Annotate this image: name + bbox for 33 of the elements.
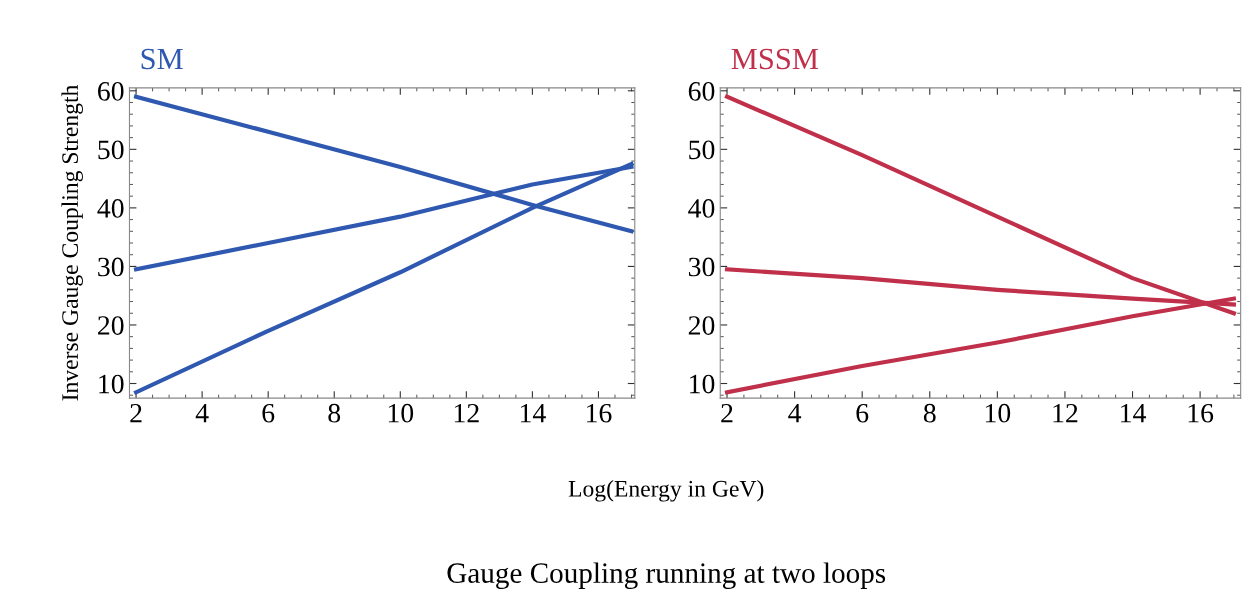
x-axis-title: Log(Energy in GeV) [568, 480, 764, 502]
x-tick-label: 2 [721, 403, 733, 423]
x-tick-label: 16 [1188, 403, 1214, 423]
x-tick-label: 4 [788, 403, 802, 423]
x-tick-label: 10 [985, 403, 1011, 423]
x-tick-label: 16 [587, 403, 612, 423]
y-tick-label: 10 [690, 374, 715, 394]
y-tick-label: 10 [99, 374, 124, 394]
y-tick-label: 60 [98, 81, 124, 101]
y-tick-label: 30 [688, 257, 715, 277]
y-tick-label: 40 [688, 199, 715, 218]
x-tick-label: 10 [388, 403, 414, 423]
y-tick-label: 40 [97, 199, 124, 218]
x-tick-label: 2 [130, 403, 142, 423]
x-tick-label: 14 [520, 403, 546, 423]
x-tick-label: 8 [328, 403, 341, 423]
y-axis-title: Inverse Gauge Coupling Strength [61, 84, 83, 401]
chart-title: MSSM [731, 48, 819, 70]
text: Gauge Coupling running at two loops [447, 562, 886, 589]
x-tick-label: 6 [262, 403, 275, 423]
y-tick-label: 20 [98, 316, 124, 335]
y-tick-label: 50 [98, 140, 124, 160]
y-tick-label: 20 [688, 316, 715, 335]
x-tick-label: 12 [1053, 403, 1078, 423]
y-tick-label: 30 [98, 257, 124, 277]
y-tick-label: 60 [688, 81, 715, 101]
x-tick-label: 12 [454, 403, 479, 423]
x-tick-label: 4 [195, 403, 209, 423]
x-tick-label: 14 [1121, 403, 1146, 423]
y-tick-label: 50 [689, 140, 715, 160]
x-tick-label: 8 [923, 403, 936, 423]
x-tick-label: 6 [856, 403, 869, 423]
chart-title: SM [141, 48, 183, 70]
